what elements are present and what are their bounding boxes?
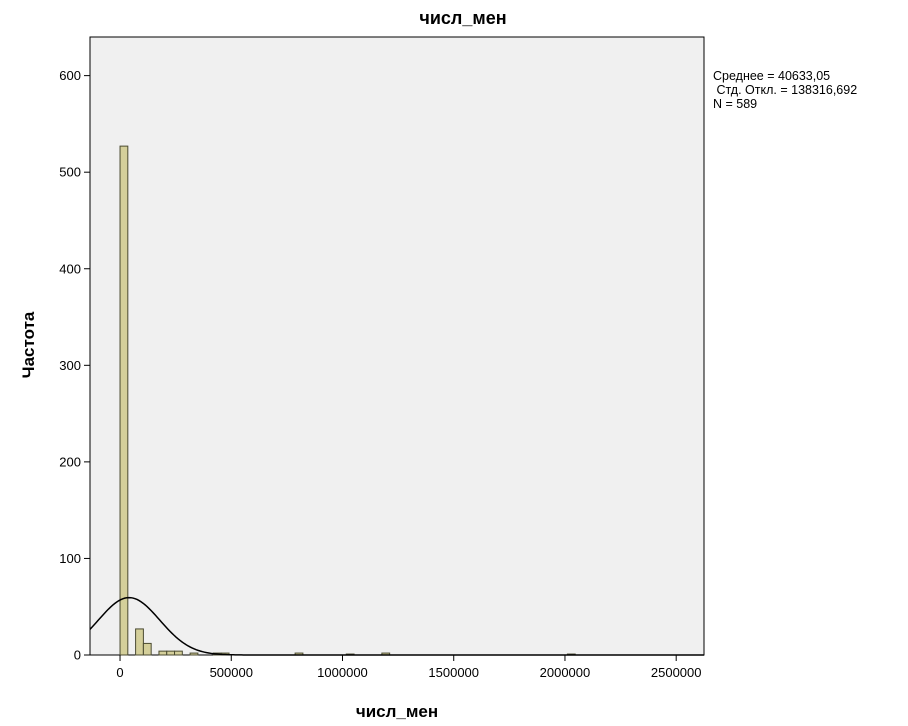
stats-legend: Среднее = 40633,05 Стд. Откл. = 138316,6…	[713, 69, 857, 111]
y-tick-label: 100	[59, 551, 81, 566]
x-tick-label: 1000000	[317, 665, 368, 680]
normal-curve	[89, 596, 704, 656]
y-tick-label: 500	[59, 165, 81, 180]
stat-n: N = 589	[713, 97, 757, 111]
y-tick-label: 300	[59, 358, 81, 373]
histogram-bar-6	[166, 650, 176, 656]
x-tick-label: 500000	[210, 665, 253, 680]
x-tick-label: 2000000	[540, 665, 591, 680]
histogram-bar-2	[135, 628, 144, 656]
y-axis-label: Частота	[19, 311, 38, 378]
chart-title: числ_мен	[419, 8, 506, 28]
histogram-bar-0	[119, 145, 129, 656]
y-tick-label: 0	[74, 648, 81, 663]
x-tick-label: 0	[116, 665, 123, 680]
histogram-bar-5	[158, 650, 168, 656]
y-axis: 0 100 200 300 400 500 600	[59, 68, 90, 663]
histogram-bar-3	[142, 642, 152, 656]
y-tick-label: 600	[59, 68, 81, 83]
histogram-bar-7	[174, 650, 183, 656]
y-tick-label: 200	[59, 454, 81, 469]
histogram-bar-9	[189, 652, 199, 656]
y-tick-label: 400	[59, 261, 81, 276]
stat-std: Стд. Откл. = 138316,692	[713, 83, 857, 97]
plot-area	[89, 36, 705, 656]
x-axis-label: числ_мен	[356, 702, 438, 721]
x-tick-label: 1500000	[428, 665, 479, 680]
stat-mean: Среднее = 40633,05	[713, 69, 830, 83]
x-tick-label: 2500000	[651, 665, 702, 680]
x-axis: 0 500000 1000000 1500000 2000000 2500000	[116, 655, 702, 680]
